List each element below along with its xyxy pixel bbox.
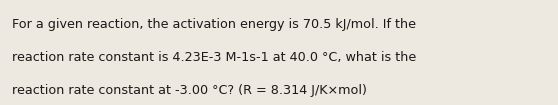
Text: For a given reaction, the activation energy is 70.5 kJ/mol. If the: For a given reaction, the activation ene… bbox=[12, 18, 416, 31]
Text: reaction rate constant at -3.00 °C? (R = 8.314 J/K×mol): reaction rate constant at -3.00 °C? (R =… bbox=[12, 84, 367, 97]
Text: reaction rate constant is 4.23E-3 M-1s-1 at 40.0 °C, what is the: reaction rate constant is 4.23E-3 M-1s-1… bbox=[12, 51, 416, 64]
